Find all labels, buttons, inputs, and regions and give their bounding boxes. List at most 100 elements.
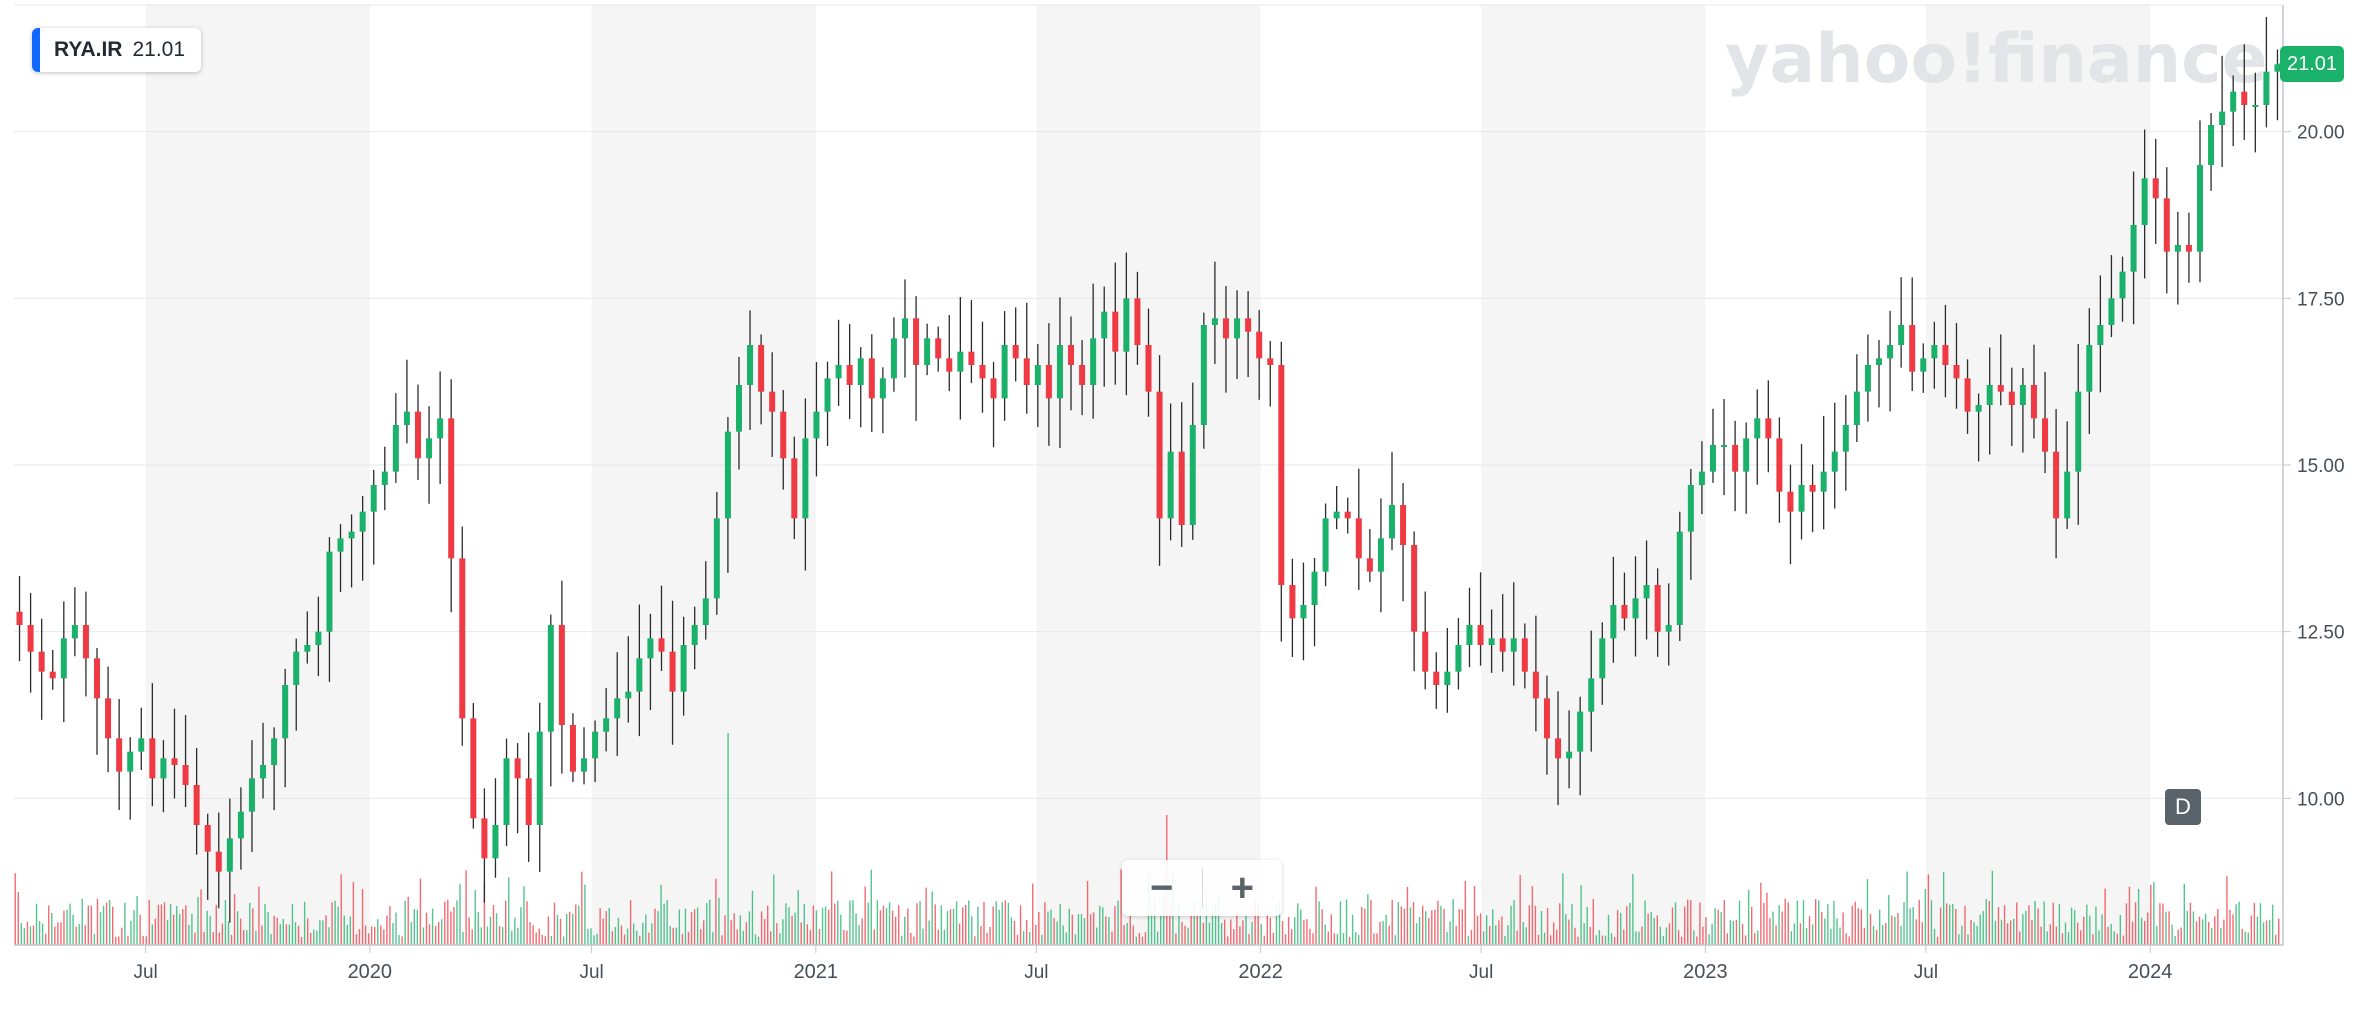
candle-body bbox=[747, 345, 754, 385]
candle-body bbox=[381, 471, 388, 485]
interval-badge[interactable]: D bbox=[2165, 789, 2201, 825]
candle-body bbox=[558, 625, 565, 725]
candle-body bbox=[1134, 298, 1141, 345]
candle-body bbox=[1222, 318, 1229, 339]
price-candles bbox=[16, 16, 2281, 923]
candle-body bbox=[1488, 638, 1495, 645]
candle-body bbox=[669, 651, 676, 692]
y-tick-label: 17.50 bbox=[2297, 289, 2345, 310]
candle-body bbox=[1300, 605, 1307, 619]
candle-body bbox=[1577, 711, 1584, 752]
candle-body bbox=[1079, 365, 1086, 385]
candle-body bbox=[392, 425, 399, 472]
candle-body bbox=[1765, 418, 1772, 439]
candle-body bbox=[2196, 165, 2203, 252]
candle-body bbox=[448, 418, 455, 559]
candle-body bbox=[1709, 445, 1716, 472]
candle-body bbox=[2097, 325, 2104, 345]
candle-body bbox=[204, 825, 211, 852]
candle-body bbox=[2042, 418, 2049, 452]
candle-body bbox=[127, 751, 134, 772]
candle-body bbox=[1964, 378, 1971, 412]
candle-body bbox=[2241, 91, 2248, 105]
candle-body bbox=[1942, 345, 1949, 365]
candle-body bbox=[957, 351, 964, 372]
candle-body bbox=[49, 671, 56, 679]
candle-body bbox=[481, 818, 488, 859]
zoom-divider bbox=[1201, 868, 1203, 908]
candle-body bbox=[614, 698, 621, 719]
candle-body bbox=[1256, 331, 1263, 359]
candle-body bbox=[1986, 385, 1993, 405]
candle-body bbox=[82, 625, 89, 659]
candle-body bbox=[1599, 638, 1606, 679]
candle-body bbox=[1068, 345, 1075, 365]
candle-body bbox=[1112, 311, 1119, 352]
candle-body bbox=[237, 811, 244, 839]
candle-body bbox=[1887, 345, 1894, 359]
candle-body bbox=[1555, 738, 1562, 759]
candle-body bbox=[1444, 671, 1451, 685]
candle-body bbox=[403, 411, 410, 425]
x-tick-label: 2020 bbox=[348, 961, 393, 983]
half-year-bands bbox=[145, 5, 2151, 945]
candle-body bbox=[27, 625, 34, 652]
candle-body bbox=[337, 538, 344, 552]
candle-body bbox=[1167, 451, 1174, 519]
candle-body bbox=[2075, 391, 2082, 472]
candle-body bbox=[2053, 451, 2060, 519]
candle-body bbox=[1732, 445, 1739, 472]
candle-body bbox=[1034, 365, 1041, 385]
candle-body bbox=[691, 625, 698, 645]
candle-body bbox=[780, 411, 787, 459]
candle-body bbox=[1001, 345, 1008, 399]
candle-body bbox=[857, 358, 864, 385]
candle-body bbox=[1090, 338, 1097, 385]
candle-body bbox=[1023, 358, 1030, 385]
candle-body bbox=[1543, 698, 1550, 739]
candle-body bbox=[868, 358, 875, 399]
candle-body bbox=[2130, 225, 2137, 272]
candle-body bbox=[38, 651, 45, 672]
candle-body bbox=[2030, 385, 2037, 419]
candle-body bbox=[2219, 111, 2226, 125]
candle-body bbox=[2263, 71, 2270, 105]
x-tick-label: Jul bbox=[1024, 962, 1048, 983]
y-axis-ticks: 10.00 12.50 15.00 17.50 20.00 bbox=[2283, 123, 2345, 810]
candle-body bbox=[1931, 345, 1938, 359]
candle-body bbox=[1621, 605, 1628, 619]
ticker-symbol: RYA.IR bbox=[54, 38, 123, 61]
candle-body bbox=[769, 391, 776, 412]
candle-body bbox=[1234, 318, 1241, 339]
x-axis-ticks: Jul 2020 Jul 2021 Jul 2022 Jul 2023 Jul 2024 bbox=[133, 945, 2172, 983]
candle-body bbox=[791, 458, 798, 519]
candle-body bbox=[2252, 105, 2259, 107]
x-tick-label: Jul bbox=[579, 962, 603, 983]
candle-body bbox=[1632, 598, 1639, 619]
candle-body bbox=[835, 365, 842, 379]
candle-body bbox=[901, 318, 908, 339]
candle-body bbox=[2108, 298, 2115, 325]
candle-body bbox=[802, 438, 809, 519]
zoom-in-button[interactable]: + bbox=[1230, 865, 1254, 910]
candle-body bbox=[702, 598, 709, 625]
candle-body bbox=[1156, 391, 1163, 519]
candle-body bbox=[1389, 505, 1396, 539]
zoom-out-button[interactable]: − bbox=[1150, 865, 1174, 910]
candle-body bbox=[2152, 178, 2159, 199]
candle-body bbox=[990, 378, 997, 399]
candle-body bbox=[2086, 345, 2093, 392]
gridlines bbox=[14, 131, 2283, 799]
candle-body bbox=[1433, 671, 1440, 685]
candle-body bbox=[846, 365, 853, 385]
candle-body bbox=[2019, 385, 2026, 405]
candle-body bbox=[459, 558, 466, 719]
candle-body bbox=[1909, 325, 1916, 372]
candle-body bbox=[370, 485, 377, 512]
candle-body bbox=[1366, 558, 1373, 572]
candle-body bbox=[2185, 245, 2192, 252]
candle-body bbox=[1278, 365, 1285, 585]
candle-body bbox=[1798, 485, 1805, 512]
shaded-band bbox=[1481, 5, 1706, 945]
